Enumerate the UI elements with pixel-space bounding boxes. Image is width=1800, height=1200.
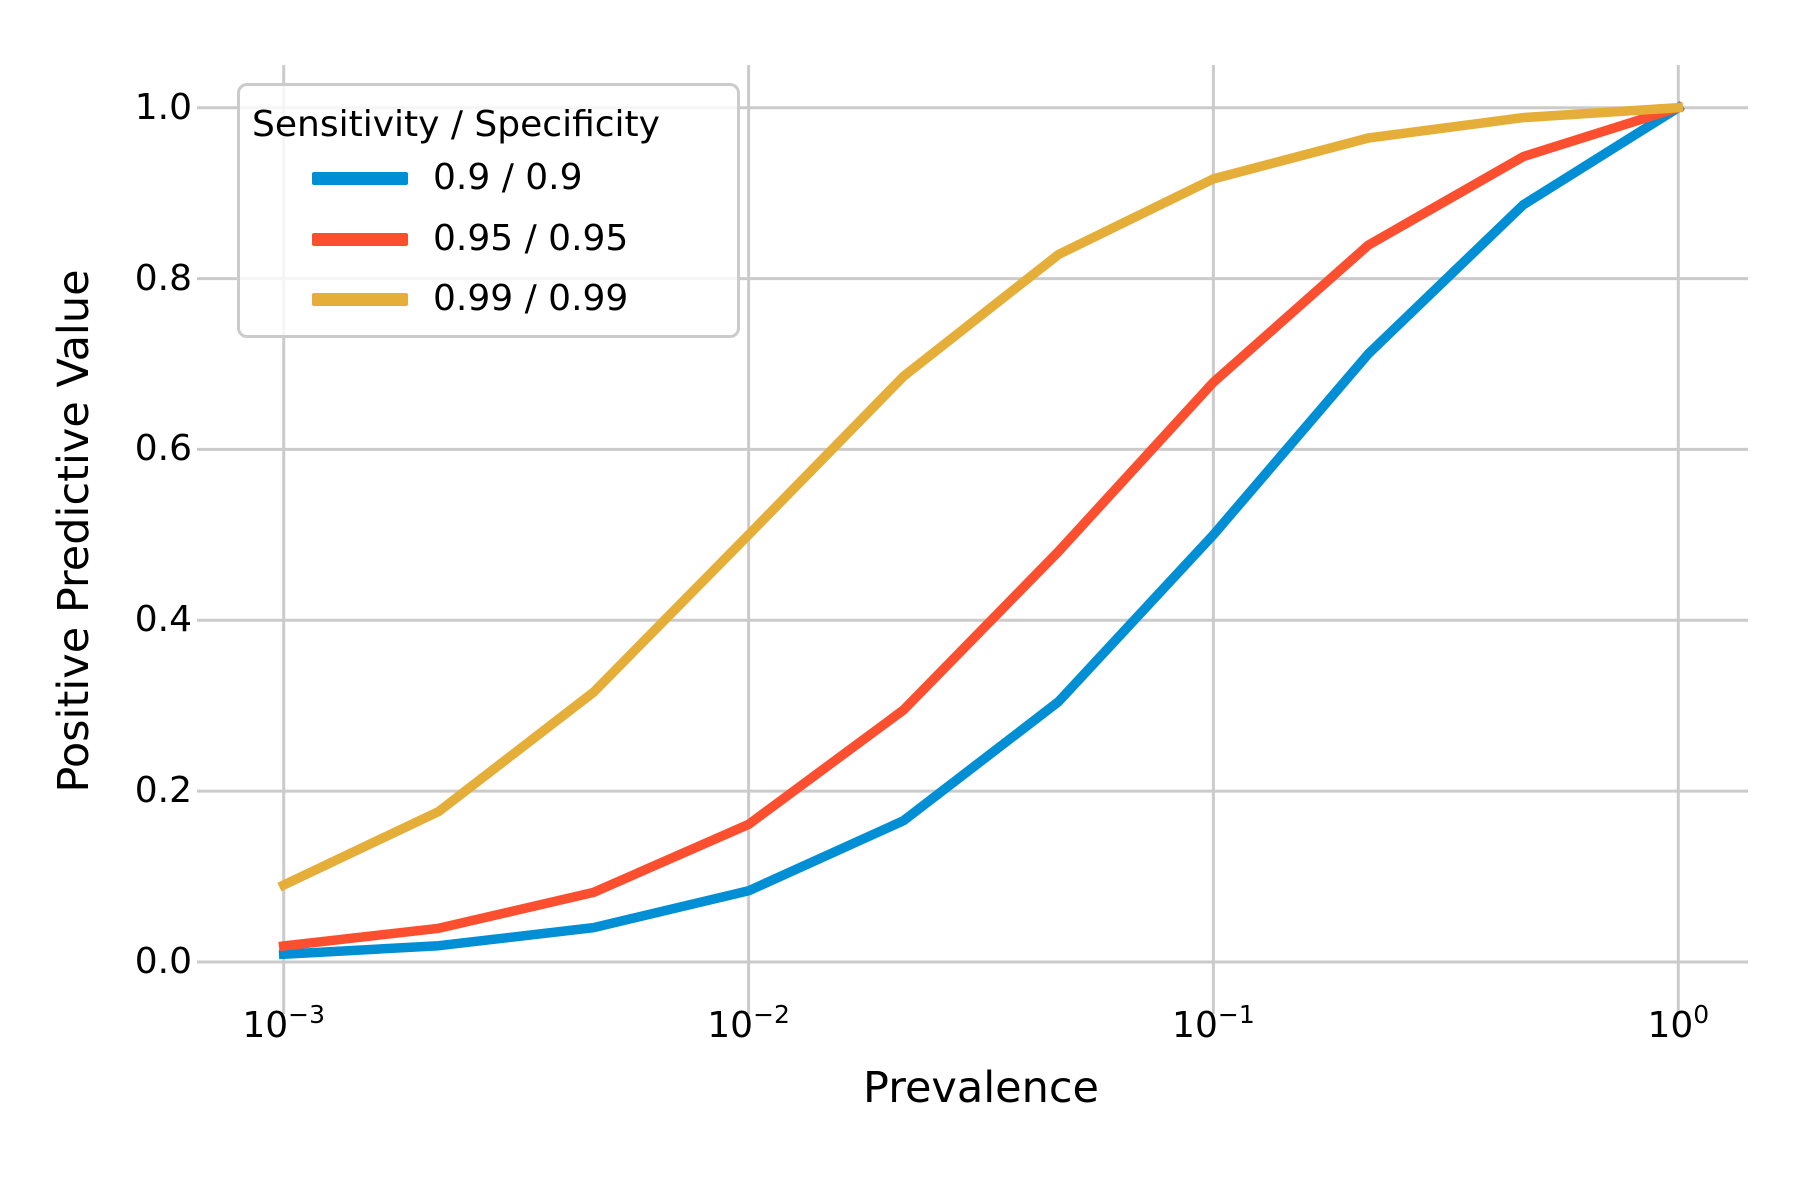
curve-0.9-0.9 bbox=[278, 101, 1685, 960]
tick-exponent: 0 bbox=[1693, 1000, 1710, 1029]
x-tick-label: 10−3 bbox=[242, 1002, 325, 1046]
legend-entry: 0.9 / 0.9 bbox=[312, 160, 583, 196]
legend-entry-label: 0.9 / 0.9 bbox=[433, 157, 583, 198]
curve-0.99-0.99 bbox=[277, 102, 1684, 892]
y-axis-label: Positive Predictive Value bbox=[49, 269, 99, 793]
legend: Sensitivity / Specificity 0.9 / 0.9 0.95… bbox=[237, 83, 740, 338]
tick-exponent: −1 bbox=[1217, 1000, 1255, 1029]
tick-base: 10 bbox=[242, 1005, 289, 1046]
x-tick-label: 10−1 bbox=[1172, 1002, 1255, 1046]
y-tick-label: 0.0 bbox=[134, 941, 192, 982]
legend-line-swatch bbox=[312, 292, 408, 306]
tick-base: 10 bbox=[1647, 1005, 1694, 1046]
tick-base: 10 bbox=[707, 1005, 754, 1046]
tick-base: 10 bbox=[1172, 1005, 1218, 1046]
legend-line-swatch bbox=[312, 232, 408, 246]
legend-entry: 0.99 / 0.99 bbox=[312, 281, 628, 317]
curve-0.95-0.95 bbox=[278, 101, 1685, 952]
y-tick-label: 0.6 bbox=[134, 428, 192, 470]
legend-line-swatch bbox=[312, 171, 408, 185]
x-axis-label: Prevalence bbox=[863, 1063, 1099, 1113]
legend-entry: 0.95 / 0.95 bbox=[312, 221, 628, 257]
legend-entry-label: 0.95 / 0.95 bbox=[433, 218, 629, 259]
x-tick-label: 100 bbox=[1647, 1002, 1709, 1046]
legend-title: Sensitivity / Specificity bbox=[252, 104, 660, 145]
tick-exponent: −2 bbox=[753, 1000, 790, 1029]
y-tick-label: 0.8 bbox=[134, 257, 192, 299]
legend-entry-label: 0.99 / 0.99 bbox=[433, 278, 629, 319]
x-tick-label: 10−2 bbox=[707, 1002, 790, 1046]
tick-exponent: −3 bbox=[288, 1000, 326, 1029]
y-tick-label: 1.0 bbox=[134, 86, 192, 128]
y-tick-label: 0.4 bbox=[134, 599, 192, 641]
y-tick-label: 0.2 bbox=[134, 770, 192, 812]
